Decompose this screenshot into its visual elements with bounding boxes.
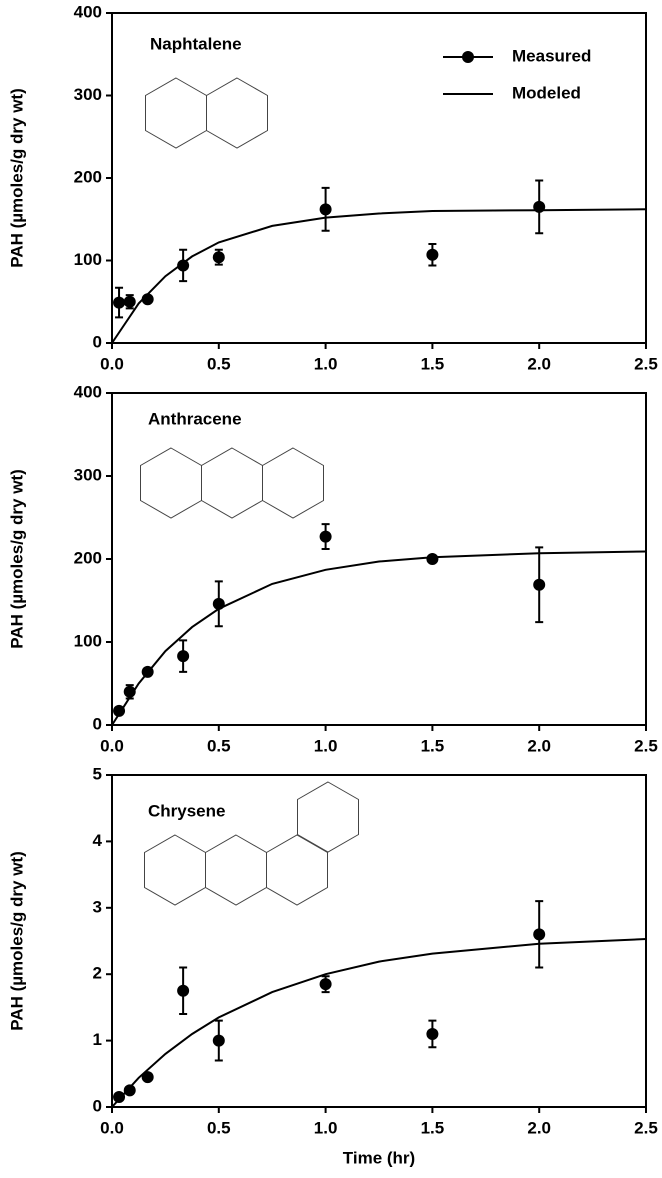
legend-label: Modeled: [512, 83, 581, 102]
y-axis-label: PAH (µmoles/g dry wt): [7, 851, 26, 1031]
measured-point: [426, 1027, 439, 1040]
measured-point: [319, 530, 332, 543]
plot-frame: [111, 392, 647, 726]
compound-name: Naphtalene: [150, 34, 242, 53]
x-tick-label: 1.5: [421, 354, 445, 373]
y-tick-label: 4: [93, 831, 103, 850]
x-tick-label: 2.0: [527, 736, 551, 755]
compound-name: Chrysene: [148, 801, 225, 820]
measured-point: [533, 928, 546, 941]
compound-name: Anthracene: [148, 409, 242, 428]
y-tick-label: 100: [74, 250, 102, 269]
x-tick-label: 0.5: [207, 354, 231, 373]
x-tick-label: 0.0: [100, 736, 124, 755]
y-tick-label: 0: [93, 332, 102, 351]
y-tick-label: 300: [74, 85, 102, 104]
measured-point: [123, 685, 136, 698]
x-tick-label: 1.0: [314, 354, 338, 373]
y-tick-label: 300: [74, 465, 102, 484]
y-tick-label: 200: [74, 548, 102, 567]
x-tick-label: 0.5: [207, 1118, 231, 1137]
x-tick-label: 1.5: [421, 1118, 445, 1137]
y-tick-label: 0: [93, 1096, 102, 1115]
y-axis-label: PAH (µmoles/g dry wt): [7, 469, 26, 649]
x-tick-label: 1.5: [421, 736, 445, 755]
y-tick-label: 100: [74, 631, 102, 650]
y-tick-label: 5: [93, 764, 102, 783]
y-axis-label: PAH (µmoles/g dry wt): [7, 88, 26, 268]
measured-point: [426, 248, 439, 261]
measured-point: [212, 1034, 225, 1047]
x-tick-label: 0.0: [100, 1118, 124, 1137]
anthracene-structure: [140, 447, 324, 519]
measured-point: [123, 295, 136, 308]
measured-point: [533, 578, 546, 591]
x-tick-label: 2.0: [527, 1118, 551, 1137]
chrysene-structure: [144, 781, 359, 906]
x-tick-label: 1.0: [314, 1118, 338, 1137]
plot-frame: [111, 774, 647, 1108]
model-curve: [111, 938, 647, 1108]
y-tick-label: 0: [93, 714, 102, 733]
model-curve: [111, 550, 647, 726]
measured-point: [141, 1071, 154, 1084]
measured-point: [212, 251, 225, 264]
measured-point: [177, 650, 190, 663]
y-tick-label: 200: [74, 167, 102, 186]
measured-point: [177, 259, 190, 272]
measured-point: [113, 296, 126, 309]
y-tick-label: 3: [93, 897, 102, 916]
y-tick-label: 1: [93, 1030, 102, 1049]
legend-label: Measured: [512, 46, 591, 65]
naphthalene-structure: [145, 77, 268, 149]
measured-point: [426, 553, 439, 565]
y-tick-label: 400: [74, 382, 102, 401]
x-tick-label: 0.0: [100, 354, 124, 373]
x-tick-label: 2.5: [634, 354, 658, 373]
model-curve: [111, 208, 647, 344]
x-tick-label: 2.5: [634, 736, 658, 755]
measured-point: [113, 1091, 126, 1104]
legend-marker: [462, 51, 474, 63]
x-tick-label: 2.5: [634, 1118, 658, 1137]
y-tick-label: 2: [93, 964, 102, 983]
measured-point: [177, 984, 190, 997]
x-tick-label: 1.0: [314, 736, 338, 755]
measured-point: [319, 978, 332, 991]
measured-point: [319, 203, 332, 216]
y-tick-label: 400: [74, 2, 102, 21]
x-axis-label: Time (hr): [343, 1148, 415, 1167]
x-tick-label: 2.0: [527, 354, 551, 373]
x-tick-label: 0.5: [207, 736, 231, 755]
measured-point: [123, 1084, 136, 1097]
